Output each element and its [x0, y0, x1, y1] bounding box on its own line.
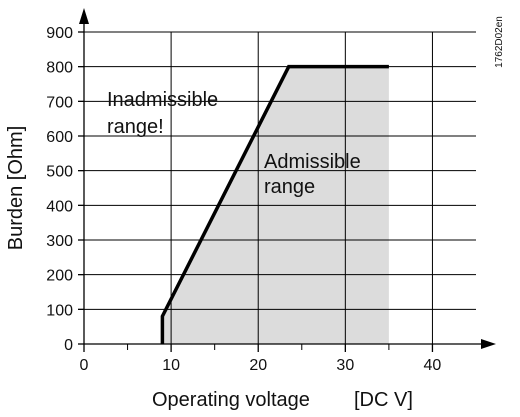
y-tick-label-500: 500 [46, 164, 73, 181]
y-axis-title: Burden [Ohm] [5, 126, 27, 251]
x-tick-label-10: 10 [162, 357, 180, 374]
y-tick-label-600: 600 [46, 129, 73, 146]
inadmissible-range-label-line-2: range! [107, 116, 164, 138]
boundary-line [160, 64, 389, 344]
y-tick-label-900: 900 [46, 25, 73, 42]
y-tick-label-400: 400 [46, 198, 73, 215]
admissible-range-label-line-2: range [264, 176, 315, 198]
y-tick-label-200: 200 [46, 268, 73, 285]
admissible-range-label-line-1: Admissible [264, 151, 361, 173]
grid-layer [84, 31, 476, 344]
x-tick-label-20: 20 [249, 357, 267, 374]
y-axis-arrow [79, 8, 89, 24]
x-tick-label-30: 30 [336, 357, 354, 374]
x-tick-label-40: 40 [424, 357, 442, 374]
boundary-layer [160, 64, 389, 344]
y-tick-label-300: 300 [46, 233, 73, 250]
x-axis-title: Operating voltage [152, 389, 310, 411]
label-layer: 0 100 200 300 400 500 600 700 800 900 0 10 20 30 40 [46, 25, 441, 374]
inadmissible-range-label-line-1: Inadmissible [107, 89, 218, 111]
axis-layer [78, 8, 496, 352]
y-tick-label-800: 800 [46, 60, 73, 77]
x-axis-arrow [481, 339, 496, 349]
y-tick-label-0: 0 [64, 337, 73, 354]
y-tick-label-700: 700 [46, 94, 73, 111]
y-tick-label-100: 100 [46, 302, 73, 319]
x-tick-label-0: 0 [80, 357, 89, 374]
x-axis-unit: [DC V] [354, 389, 413, 411]
figure-code: 1762D02en [494, 16, 505, 68]
